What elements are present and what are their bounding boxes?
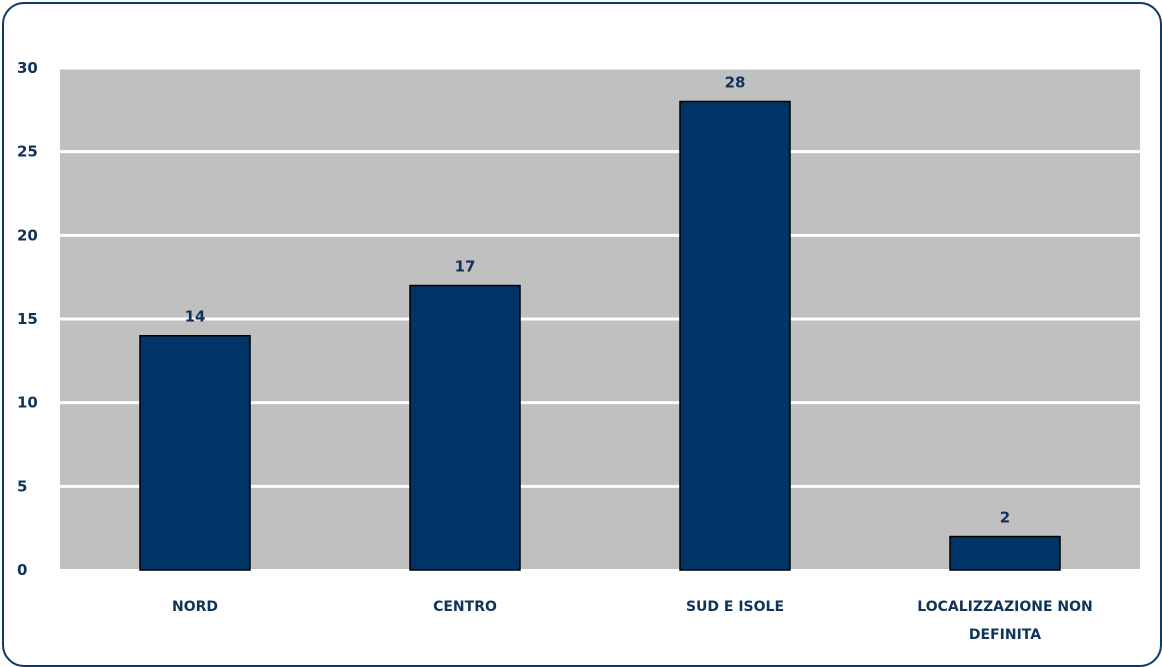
x-category-label: NORD xyxy=(172,599,218,615)
y-tick-label: 25 xyxy=(17,143,38,161)
x-axis-category-labels: NORD CENTRO SUD E ISOLE LOCALIZZAZIONE NON D… xyxy=(172,599,1093,643)
bar-chart: 0 5 10 15 20 25 30 14 17 28 2 NORD CENTRO SUD E ISO… xyxy=(17,59,1140,643)
y-tick-label: 5 xyxy=(17,477,27,495)
y-tick-label: 15 xyxy=(17,310,38,328)
y-tick-label: 20 xyxy=(17,226,38,244)
x-category-label: LOCALIZZAZIONE NON xyxy=(917,599,1092,615)
y-tick-label: 30 xyxy=(17,59,38,77)
y-tick-label: 10 xyxy=(17,394,38,412)
x-category-label: SUD E ISOLE xyxy=(686,599,784,615)
bar xyxy=(679,100,791,571)
bars xyxy=(139,100,1061,571)
bar xyxy=(949,535,1061,571)
bar xyxy=(409,284,521,571)
bar-value-label: 2 xyxy=(1000,509,1010,527)
bar-value-label: 14 xyxy=(185,308,206,326)
bar-value-label: 28 xyxy=(725,73,746,91)
y-tick-label: 0 xyxy=(17,561,27,579)
data-labels: 14 17 28 2 xyxy=(185,73,1011,526)
x-category-label: DEFINITA xyxy=(969,627,1041,643)
bar-value-label: 17 xyxy=(455,258,476,276)
y-axis-tick-labels: 0 5 10 15 20 25 30 xyxy=(17,59,38,579)
x-category-label: CENTRO xyxy=(433,599,497,615)
bar xyxy=(139,334,251,571)
